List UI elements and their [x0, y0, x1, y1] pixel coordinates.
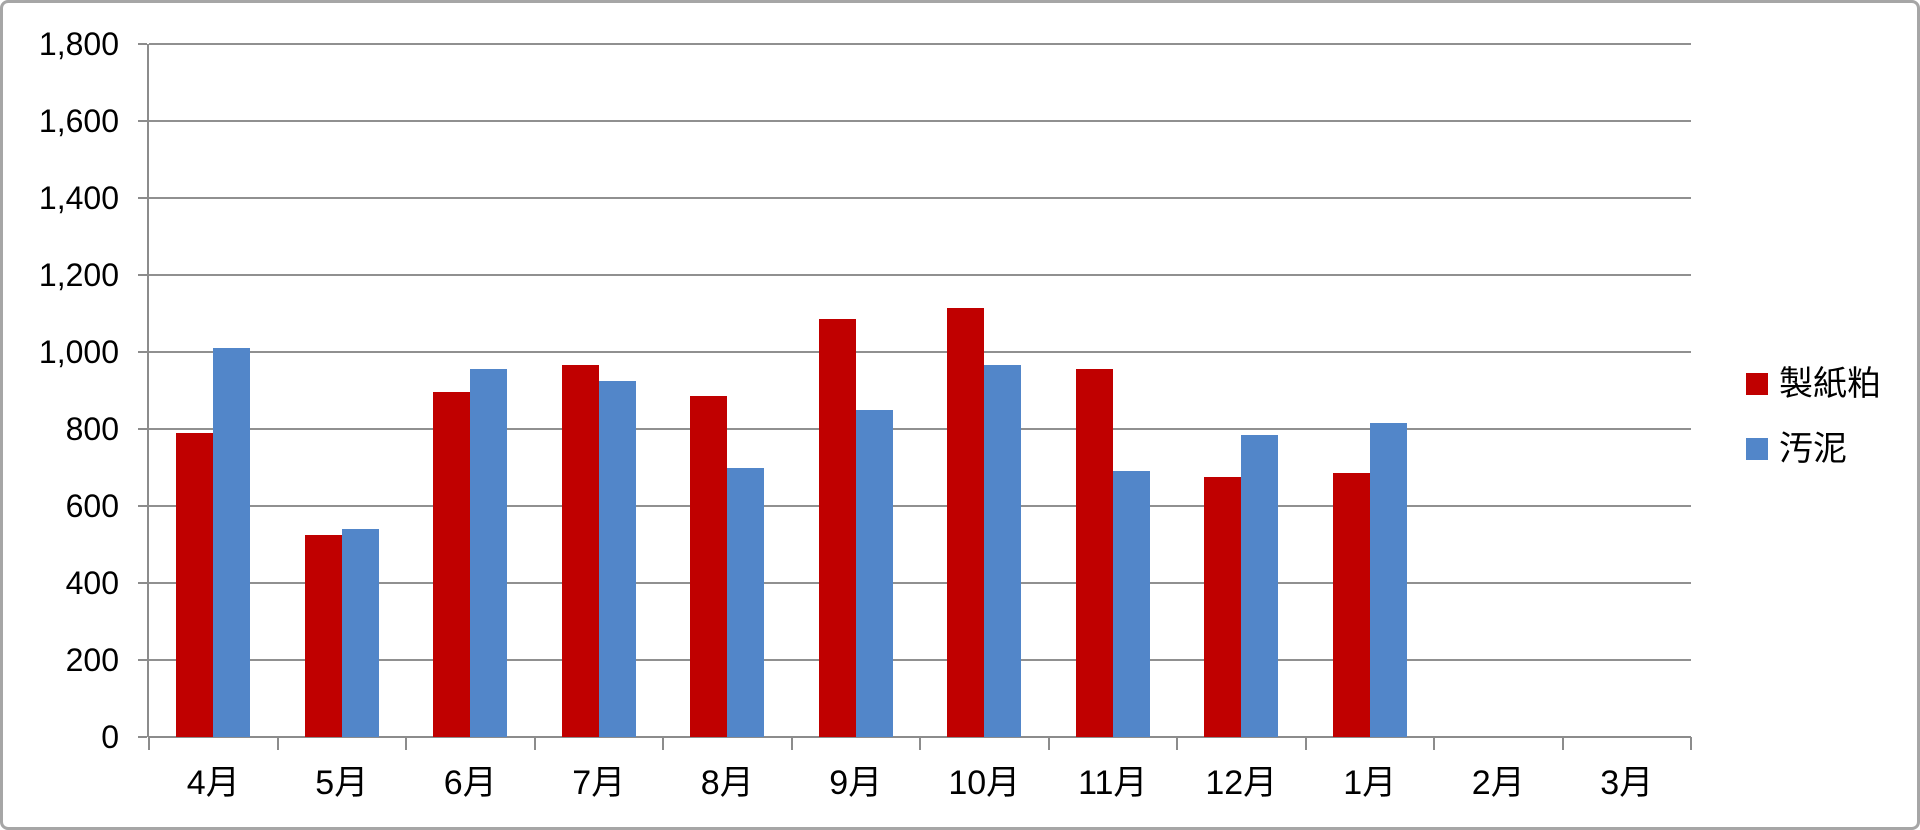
y-axis-tick	[138, 659, 147, 661]
legend-swatch-icon	[1746, 373, 1768, 395]
x-axis-label: 5月	[315, 764, 369, 802]
x-axis-label: 2月	[1471, 764, 1525, 802]
bar-paper-residue	[818, 319, 856, 737]
y-axis-tick	[138, 736, 147, 738]
x-axis-label: 11月	[1078, 764, 1148, 802]
y-axis-tick	[138, 351, 147, 353]
x-axis-label: 7月	[572, 764, 626, 802]
bar-paper-residue	[433, 392, 471, 737]
x-axis-tick	[405, 737, 407, 750]
y-axis-label: 1,400	[38, 180, 119, 216]
y-axis-label: 1,200	[38, 257, 119, 293]
gridline	[149, 659, 1691, 661]
bar-sludge	[1112, 471, 1150, 737]
legend-item: 製紙粕	[1746, 367, 1881, 401]
bar-sludge	[855, 409, 893, 737]
bar-paper-residue	[947, 307, 985, 737]
x-axis-tick	[1176, 737, 1178, 750]
bar-paper-residue	[304, 534, 342, 737]
x-axis-tick	[790, 737, 793, 750]
bar-paper-residue	[176, 432, 214, 737]
y-axis-label: 200	[65, 642, 119, 678]
gridline	[149, 43, 1691, 45]
gridline	[149, 582, 1691, 584]
legend-label: 製紙粕	[1779, 365, 1881, 403]
y-axis-tick	[138, 428, 147, 430]
bar-sludge	[1369, 423, 1407, 737]
y-axis-label: 400	[65, 565, 119, 601]
x-axis-label: 10月	[948, 764, 1021, 802]
gridline	[149, 197, 1691, 199]
x-axis-tick	[919, 737, 921, 750]
bar-paper-residue	[690, 396, 728, 737]
y-axis-line	[147, 44, 149, 737]
x-axis-tick	[1047, 737, 1050, 750]
gridline	[149, 274, 1691, 276]
bar-sludge	[1241, 434, 1279, 737]
bar-sludge	[213, 348, 251, 737]
y-axis-label: 600	[65, 488, 119, 524]
bar-sludge	[727, 467, 765, 737]
bar-paper-residue	[1075, 369, 1113, 737]
y-axis-label: 1,600	[38, 103, 119, 139]
x-axis-label: 6月	[443, 764, 497, 802]
x-axis-label: 12月	[1205, 764, 1278, 802]
y-axis-tick	[138, 43, 147, 45]
gridline	[149, 351, 1691, 353]
y-axis-label: 0	[101, 719, 119, 755]
x-axis-tick	[533, 737, 536, 750]
x-axis-tick	[1690, 737, 1692, 750]
bar-sludge	[470, 369, 508, 737]
x-axis-label: 4月	[186, 764, 240, 802]
bar-paper-residue	[561, 365, 599, 737]
gridline	[149, 428, 1691, 430]
y-axis-tick	[138, 197, 147, 199]
x-axis-tick	[1561, 737, 1564, 750]
bar-paper-residue	[1204, 477, 1242, 737]
gridline	[149, 505, 1691, 507]
x-axis-label: 1月	[1343, 764, 1397, 802]
y-axis-tick	[138, 274, 147, 276]
y-axis-label: 1,800	[38, 26, 119, 62]
y-axis-tick	[138, 582, 147, 584]
bar-sludge	[341, 529, 379, 737]
y-axis-label: 1,000	[38, 334, 119, 370]
y-axis-tick	[138, 505, 147, 507]
legend-swatch-icon	[1746, 438, 1768, 460]
x-axis-label: 9月	[829, 764, 883, 802]
gridline	[149, 120, 1691, 122]
x-axis-label: 3月	[1600, 764, 1654, 802]
y-axis-label: 800	[65, 411, 119, 447]
x-axis-label: 8月	[700, 764, 754, 802]
x-axis-tick	[276, 737, 279, 750]
legend-label: 汚泥	[1779, 430, 1847, 468]
x-axis-tick	[1304, 737, 1307, 750]
y-axis-tick	[138, 120, 147, 122]
bar-paper-residue	[1332, 473, 1370, 737]
x-axis-tick	[148, 737, 150, 750]
bar-sludge	[984, 365, 1022, 737]
bar-sludge	[598, 380, 636, 737]
legend-item: 汚泥	[1746, 432, 1847, 466]
x-axis-tick	[662, 737, 664, 750]
x-axis-tick	[1433, 737, 1435, 750]
